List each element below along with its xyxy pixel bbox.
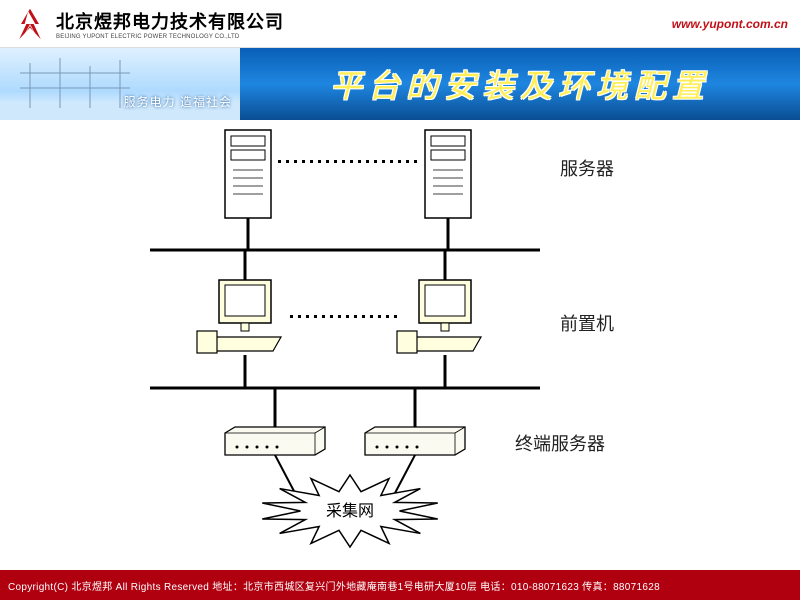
logo-icon [12,6,48,42]
company-name-en: BEIJING YUPONT ELECTRIC POWER TECHNOLOGY… [56,34,284,40]
company-url: www.yupont.com.cn [672,17,788,31]
banner: 服务电力 造福社会 平台的安装及环境配置 [0,48,800,120]
company-name: 北京煜邦电力技术有限公司 BEIJING YUPONT ELECTRIC POW… [56,8,284,40]
page-title: 平台的安装及环境配置 [330,61,710,107]
cloud-label: 采集网 [326,502,374,520]
footer-text: Copyright(C) 北京煜邦 All Rights Reserved 地址… [8,578,660,593]
server-icon [425,130,471,218]
header: 北京煜邦电力技术有限公司 BEIJING YUPONT ELECTRIC POW… [0,0,800,48]
label-terminals: 终端服务器 [515,430,605,456]
terminal-icon [225,427,325,455]
company-name-cn: 北京煜邦电力技术有限公司 [56,8,284,34]
terminal-icon [365,427,465,455]
diagram-svg: 采集网 [0,120,800,560]
banner-title-bg: 平台的安装及环境配置 [240,48,800,120]
label-servers: 服务器 [560,155,614,181]
label-frontends: 前置机 [560,310,614,336]
footer: Copyright(C) 北京煜邦 All Rights Reserved 地址… [0,570,800,600]
slogan: 服务电力 造福社会 [124,93,232,110]
pc-icon [197,280,281,353]
network-diagram: 采集网 服务器 前置机 终端服务器 [0,120,800,560]
pc-icon [397,280,481,353]
server-icon [225,130,271,218]
banner-image: 服务电力 造福社会 [0,48,240,120]
